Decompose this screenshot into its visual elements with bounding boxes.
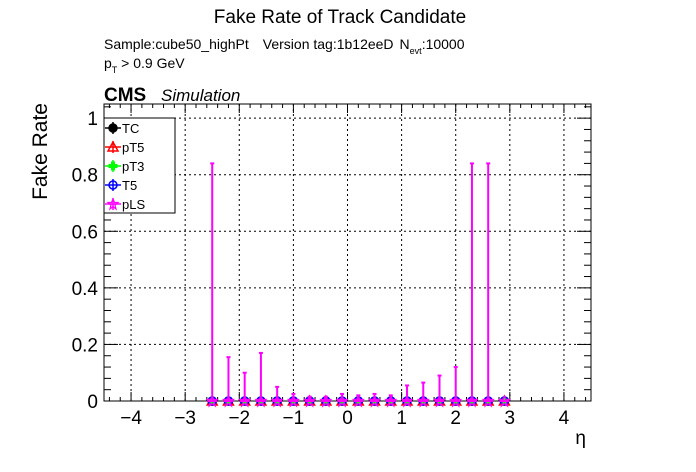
data-points <box>205 162 512 408</box>
y-tick-label: 0.4 <box>72 279 99 300</box>
nevt-label: N <box>400 36 410 52</box>
x-tick-label: 1 <box>396 408 407 429</box>
legend-label: TC <box>122 121 139 136</box>
legend-marker <box>108 161 118 171</box>
plot-frame <box>103 103 592 402</box>
legend-marker <box>108 123 118 133</box>
legend-label: pT3 <box>122 159 144 174</box>
cms-label: CMS <box>104 85 146 106</box>
pt-label: p <box>104 55 112 71</box>
y-tick-label: 0.2 <box>72 335 98 356</box>
data-point <box>449 394 463 408</box>
x-tick-label: 4 <box>559 408 570 429</box>
legend-item-pt3: pT3 <box>105 159 144 174</box>
data-point <box>205 394 219 408</box>
x-tick-labels: −4 −3 −2 −1 0 1 2 3 4 <box>120 408 569 429</box>
legend-marker <box>106 140 120 152</box>
sample-label: Sample:cube50_highPt Version tag:1b12eeD N… <box>104 36 465 56</box>
y-tick-label: 0.6 <box>72 222 98 243</box>
y-tick-label: 1 <box>87 109 98 130</box>
data-point <box>286 394 301 408</box>
legend-item-pt5: pT5 <box>105 140 144 155</box>
legend-item-pls: pLS <box>105 197 145 212</box>
y-tick-label: 0.8 <box>72 166 98 187</box>
data-point <box>465 394 479 408</box>
y-tick-label: 0 <box>87 392 98 413</box>
data-point <box>221 394 236 408</box>
data-point <box>319 394 333 408</box>
legend-item-t5: T5 <box>105 178 137 193</box>
data-point <box>302 394 317 408</box>
axis-ticks <box>104 104 591 402</box>
x-tick-label: −4 <box>120 408 142 429</box>
legend-item-tc: TC <box>105 121 139 136</box>
x-tick-label: −2 <box>228 408 250 429</box>
data-point <box>238 394 252 408</box>
x-tick-label: −1 <box>283 408 305 429</box>
legend-label: T5 <box>122 178 137 193</box>
grid-lines <box>104 104 591 402</box>
x-tick-label: 0 <box>342 408 353 429</box>
data-point <box>497 394 512 408</box>
data-point <box>270 394 284 408</box>
data-point <box>384 394 398 408</box>
data-point <box>335 394 349 408</box>
x-axis-label: η <box>575 428 586 449</box>
data-point <box>367 394 382 408</box>
legend-label: pT5 <box>122 140 144 155</box>
data-point <box>481 394 495 408</box>
data-point <box>254 394 268 408</box>
pt-cut-label: pT > 0.9 GeV <box>104 55 185 75</box>
data-point <box>432 394 447 408</box>
y-axis-label: Fake Rate <box>29 103 52 200</box>
version-text: Version tag:1b12eeD <box>263 36 394 52</box>
sample-text: Sample:cube50_highPt <box>104 36 249 52</box>
legend-marker <box>108 180 118 190</box>
data-point <box>416 394 430 408</box>
y-tick-labels: 0 0.2 0.4 0.6 0.8 1 <box>72 109 99 413</box>
chart-title: Fake Rate of Track Candidate <box>214 7 466 28</box>
data-point <box>400 394 414 408</box>
legend: TC pT5 pT3 T5 pLS <box>103 117 176 214</box>
pt-subscript: T <box>112 65 118 75</box>
cms-simulation-label: Simulation <box>161 86 240 105</box>
legend-marker <box>106 197 120 211</box>
pt-cut-value: > 0.9 GeV <box>117 55 185 71</box>
x-tick-label: −3 <box>174 408 196 429</box>
legend-label: pLS <box>122 197 145 212</box>
x-tick-label: 3 <box>505 408 516 429</box>
nevt-value: :10000 <box>422 36 465 52</box>
nevt-subscript: evt <box>410 46 423 56</box>
x-tick-label: 2 <box>450 408 461 429</box>
series-pls <box>205 162 512 408</box>
data-point <box>351 394 365 408</box>
